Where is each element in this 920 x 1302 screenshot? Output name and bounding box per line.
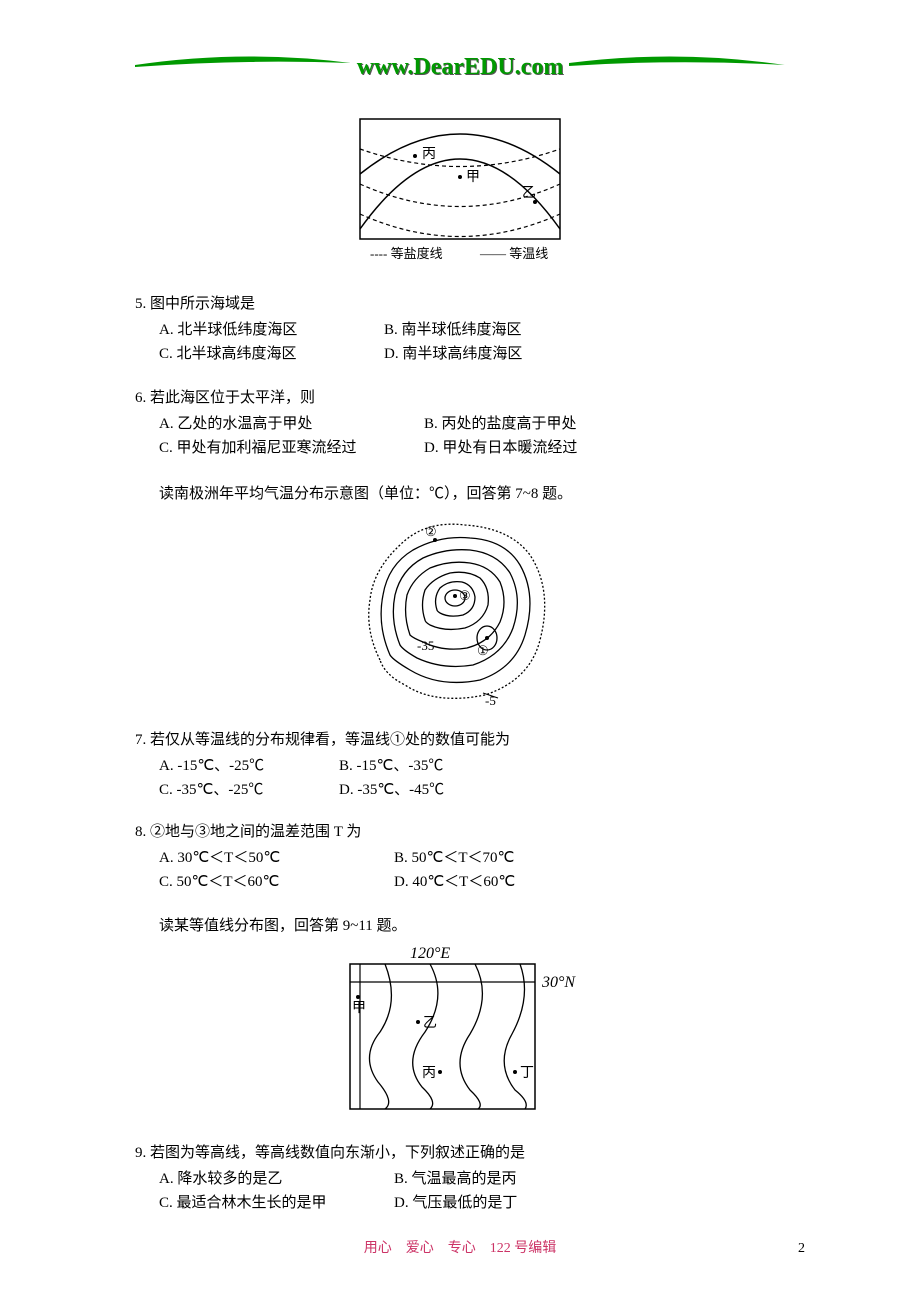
site-url: www.DearEDU.com xyxy=(351,48,570,86)
footer-motto: 用心 爱心 专心 122 号编辑 xyxy=(0,1238,920,1260)
svg-text:30°N: 30°N xyxy=(541,974,576,991)
banner-swoosh-left-icon xyxy=(135,53,351,81)
svg-text:丁: 丁 xyxy=(520,1066,534,1081)
q6-option-a: A. 乙处的水温高于甲处 xyxy=(159,412,424,436)
question-5: 5. 图中所示海域是 A. 北半球低纬度海区 B. 南半球低纬度海区 C. 北半… xyxy=(135,292,785,366)
figure-ocean-contours: 丙 甲 乙 ---- 等盐度线 —— 等温线 xyxy=(135,114,785,272)
q9-option-d: D. 气压最低的是丁 xyxy=(394,1191,517,1215)
q8-option-d: D. 40℃＜T＜60℃ xyxy=(394,870,515,894)
svg-text:---- 等盐度线: ---- 等盐度线 xyxy=(370,246,443,261)
q9-option-b: B. 气温最高的是丙 xyxy=(394,1167,517,1191)
svg-text:—— 等温线: —— 等温线 xyxy=(479,246,548,261)
svg-text:-35: -35 xyxy=(417,638,434,653)
q7-option-a: A. -15℃、-25℃ xyxy=(159,754,339,778)
svg-text:甲: 甲 xyxy=(352,1001,366,1016)
q6-option-d: D. 甲处有日本暖流经过 xyxy=(424,436,577,460)
q7-stem: 7. 若仅从等温线的分布规律看，等温线①处的数值可能为 xyxy=(135,728,785,752)
q6-option-b: B. 丙处的盐度高于甲处 xyxy=(424,412,577,436)
q9-stem: 9. 若图为等高线，等高线数值向东渐小，下列叙述正确的是 xyxy=(135,1141,785,1165)
q7-option-c: C. -35℃、-25℃ xyxy=(159,778,339,802)
svg-text:丙: 丙 xyxy=(422,1066,436,1081)
fig1-label-jia: 甲 xyxy=(466,170,480,185)
question-7: 7. 若仅从等温线的分布规律看，等温线①处的数值可能为 A. -15℃、-25℃… xyxy=(135,728,785,802)
page-number: 2 xyxy=(798,1238,805,1260)
question-8: 8. ②地与③地之间的温差范围 T 为 A. 30℃＜T＜50℃ B. 50℃＜… xyxy=(135,820,785,894)
figure-antarctica-isotherms: ② ③ ① -35 -5 xyxy=(135,510,785,718)
q9-option-c: C. 最适合林木生长的是甲 xyxy=(159,1191,394,1215)
q8-stem: 8. ②地与③地之间的温差范围 T 为 xyxy=(135,820,785,844)
svg-text:③: ③ xyxy=(459,588,471,603)
svg-text:120°E: 120°E xyxy=(410,945,450,962)
q5-option-d: D. 南半球高纬度海区 xyxy=(384,342,609,366)
question-6: 6. 若此海区位于太平洋，则 A. 乙处的水温高于甲处 B. 丙处的盐度高于甲处… xyxy=(135,386,785,460)
figure-contour-map: 120°E 30°N 甲 乙 丙 丁 xyxy=(135,942,785,1125)
q6-option-c: C. 甲处有加利福尼亚寒流经过 xyxy=(159,436,424,460)
q5-option-a: A. 北半球低纬度海区 xyxy=(159,318,384,342)
q5-option-c: C. 北半球高纬度海区 xyxy=(159,342,384,366)
q8-option-a: A. 30℃＜T＜50℃ xyxy=(159,846,394,870)
q9-option-a: A. 降水较多的是乙 xyxy=(159,1167,394,1191)
q6-stem: 6. 若此海区位于太平洋，则 xyxy=(135,386,785,410)
q5-stem: 5. 图中所示海域是 xyxy=(135,292,785,316)
q7-option-d: D. -35℃、-45℃ xyxy=(339,778,519,802)
svg-text:①: ① xyxy=(477,643,489,658)
fig1-label-bing: 丙 xyxy=(422,147,436,162)
q8-option-c: C. 50℃＜T＜60℃ xyxy=(159,870,394,894)
fig1-label-yi: 乙 xyxy=(522,185,536,201)
banner-swoosh-right-icon xyxy=(569,53,785,81)
site-header: www.DearEDU.com xyxy=(135,0,785,106)
intro-7-8: 读南极洲年平均气温分布示意图（单位：℃），回答第 7~8 题。 xyxy=(135,482,785,506)
svg-text:②: ② xyxy=(425,524,437,539)
question-9: 9. 若图为等高线，等高线数值向东渐小，下列叙述正确的是 A. 降水较多的是乙 … xyxy=(135,1141,785,1215)
q8-option-b: B. 50℃＜T＜70℃ xyxy=(394,846,514,870)
q7-option-b: B. -15℃、-35℃ xyxy=(339,754,519,778)
intro-9-11: 读某等值线分布图，回答第 9~11 题。 xyxy=(135,914,785,938)
q5-option-b: B. 南半球低纬度海区 xyxy=(384,318,609,342)
svg-text:乙: 乙 xyxy=(423,1015,437,1031)
